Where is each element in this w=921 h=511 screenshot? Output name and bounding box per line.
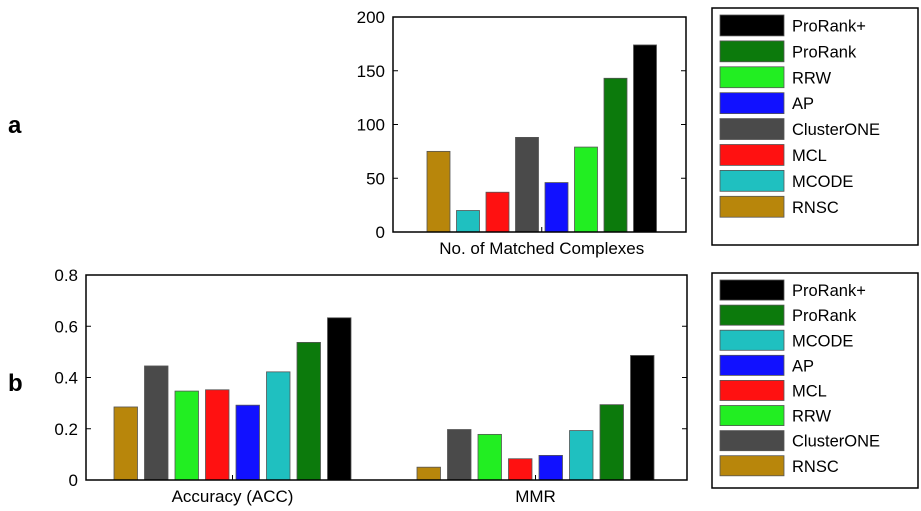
legend-label-mcl: MCL	[792, 147, 827, 165]
y-tick-label-b: 0.2	[54, 420, 78, 439]
bar-mcode-mmr	[569, 430, 594, 481]
bar-ap-no-of-matched-complexes	[544, 182, 569, 233]
legend-swatch-prorank	[719, 304, 785, 326]
y-tick-label-b: 0.6	[54, 317, 78, 336]
x-tick-label-accuracy-acc: Accuracy (ACC)	[172, 487, 294, 506]
bars-b	[113, 317, 655, 481]
legend-swatch-prorank	[719, 14, 785, 37]
legend-swatch-mcl	[719, 379, 785, 401]
bar-rrw-accuracy-acc	[174, 390, 199, 481]
y-ticks-b: 0 0.2 0.4 0.6 0.8	[54, 266, 687, 490]
legend-swatch-rrw	[719, 66, 785, 89]
legend-label-mcode: MCODE	[792, 173, 853, 191]
x-tick-label-mmr: MMR	[515, 487, 556, 506]
legend-label-rrw: RRW	[792, 408, 832, 426]
axes-frame-b	[85, 274, 688, 481]
legend-label-ap: AP	[792, 95, 814, 113]
bar-rnsc-mmr	[416, 466, 441, 481]
bar-mcode-accuracy-acc	[266, 371, 291, 481]
legend-label-mcl: MCL	[792, 382, 827, 400]
bar-mcl-no-of-matched-complexes	[485, 191, 510, 233]
x-ticks-b: Accuracy (ACC) MMR	[172, 475, 556, 506]
legend-swatch-clusterone	[719, 430, 785, 452]
y-tick-label-a: 150	[357, 62, 385, 81]
bar-prorank-no-of-matched-complexes	[603, 77, 628, 233]
legend-swatch-ap	[719, 354, 785, 376]
y-ticks-a: 0 50 100 150 200	[357, 8, 686, 242]
y-tick-label-a: 100	[357, 116, 385, 135]
bar-mcode-no-of-matched-complexes	[456, 210, 480, 233]
bar-clusterone-mmr	[447, 429, 472, 481]
legend-label-prorank: ProRank	[792, 43, 857, 61]
legend-swatch-mcode	[719, 329, 785, 351]
legend-label-mcode: MCODE	[792, 332, 853, 350]
legend-b: ProRank+ ProRank MCODE AP MCL RRW ClusterONE RN…	[711, 272, 919, 489]
y-tick-label-b: 0	[69, 471, 78, 490]
bar-mcl-mmr	[508, 458, 533, 481]
bar-prorank-no-of-matched-complexes	[633, 44, 657, 233]
bars-a	[426, 44, 657, 233]
legend-swatch-rnsc	[719, 195, 785, 218]
legend-a: ProRank+ ProRank RRW AP ClusterONE MCL MCODE RN…	[711, 7, 919, 246]
y-tick-label-a: 0	[376, 223, 385, 242]
bar-ap-accuracy-acc	[235, 404, 260, 481]
bar-clusterone-no-of-matched-complexes	[515, 136, 539, 233]
bar-clusterone-accuracy-acc	[144, 365, 169, 481]
legend-swatch-clusterone	[719, 118, 785, 140]
legend-swatch-ap	[719, 92, 785, 114]
legend-swatch-prorank	[719, 40, 785, 63]
y-tick-label-b: 0.8	[54, 266, 78, 285]
y-tick-label-b: 0.4	[54, 369, 78, 388]
x-tick-label-no-of-matched-complexes: No. of Matched Complexes	[439, 239, 644, 258]
bar-rnsc-no-of-matched-complexes	[426, 150, 451, 233]
legend-label-clusterone: ClusterONE	[792, 121, 880, 139]
x-ticks-a: No. of Matched Complexes	[439, 227, 644, 258]
legend-swatch-mcl	[719, 144, 785, 166]
axes-frame-a	[392, 16, 687, 233]
legend-label-prorank: ProRank	[792, 307, 857, 325]
bar-rnsc-accuracy-acc	[113, 406, 138, 481]
legend-swatch-prorank	[719, 279, 785, 301]
legend-label-rrw: RRW	[792, 69, 832, 87]
y-tick-label-a: 200	[357, 8, 385, 27]
bar-rrw-no-of-matched-complexes	[574, 146, 598, 233]
chart-panel-b: b 0 0.2 0.4 0.6 0.8 Accuracy (ACC) MMR ProRan…	[8, 266, 919, 506]
legend-label-ap: AP	[792, 357, 814, 375]
y-tick-label-a: 50	[366, 169, 385, 188]
legend-label-clusterone: ClusterONE	[792, 433, 880, 451]
legend-label-rnsc: RNSC	[792, 199, 839, 217]
legend-label-prorank: ProRank+	[792, 282, 866, 300]
panel-label-a: a	[8, 112, 22, 139]
bar-prorank-mmr	[630, 355, 655, 481]
panel-label-b: b	[8, 370, 23, 397]
bar-prorank-accuracy-acc	[327, 317, 352, 481]
legend-swatch-rrw	[719, 405, 785, 427]
bar-prorank-mmr	[599, 404, 624, 481]
bar-mcl-accuracy-acc	[205, 389, 230, 481]
bar-prorank-accuracy-acc	[296, 341, 321, 481]
bar-rrw-mmr	[477, 433, 502, 481]
legend-label-prorank: ProRank+	[792, 17, 866, 35]
bar-ap-mmr	[538, 454, 563, 481]
legend-swatch-mcode	[719, 169, 785, 192]
legend-label-rnsc: RNSC	[792, 458, 839, 476]
legend-swatch-rnsc	[719, 455, 785, 477]
